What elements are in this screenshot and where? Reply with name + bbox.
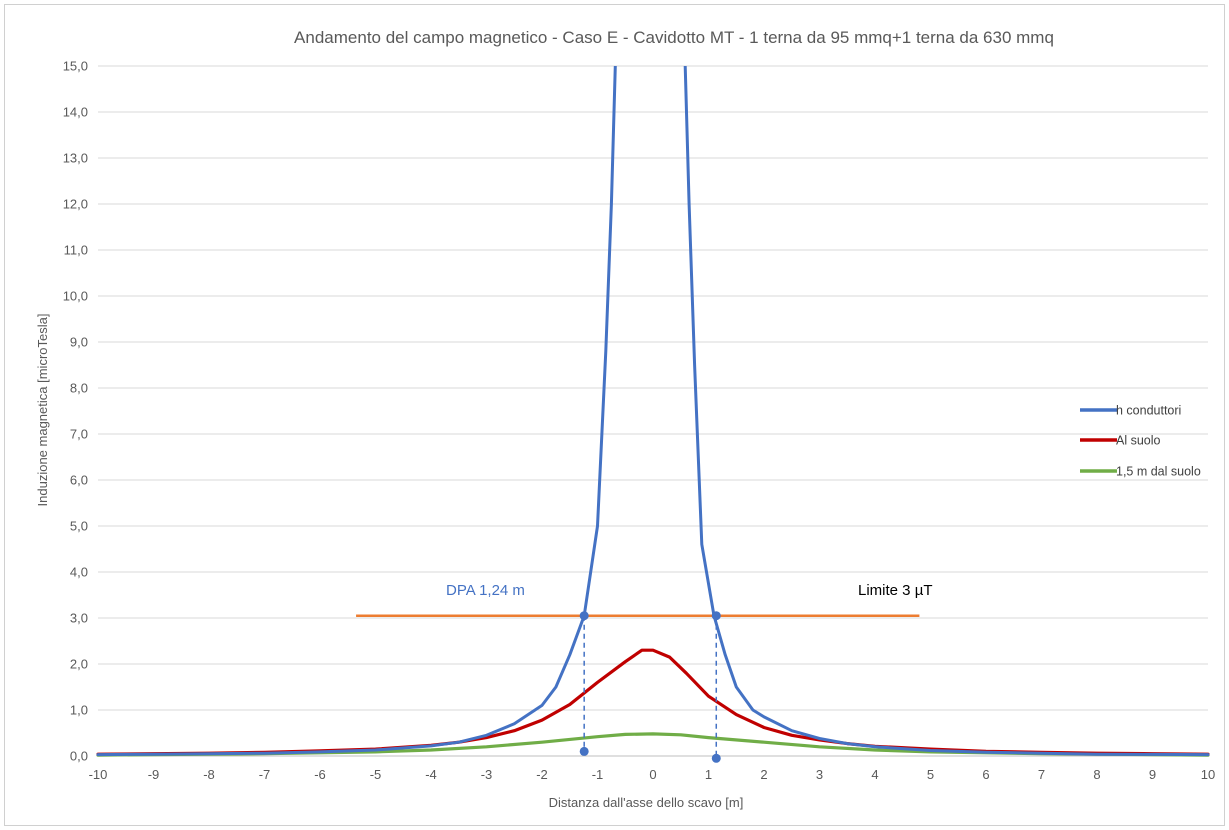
x-tick-label: -4: [425, 767, 437, 782]
limit-annotation: Limite 3 µT: [858, 582, 933, 599]
x-tick-label: 1: [705, 767, 712, 782]
x-tick-label: 10: [1201, 767, 1215, 782]
x-tick-label: 8: [1093, 767, 1100, 782]
y-tick-label: 6,0: [70, 473, 88, 488]
y-tick-label: 11,0: [64, 243, 88, 258]
series-line-1: [96, 648, 1210, 756]
x-tick-label: 2: [760, 767, 767, 782]
y-tick-label: 1,0: [70, 703, 88, 718]
x-tick-label: 5: [927, 767, 934, 782]
series-group: [96, 66, 1210, 757]
y-tick-label: 10,0: [63, 289, 88, 304]
y-tick-label: 4,0: [70, 565, 88, 580]
dpa-annotation: DPA 1,24 m: [446, 582, 525, 599]
x-tick-label: -3: [481, 767, 493, 782]
dpa-intersection-point: [711, 611, 721, 621]
y-tick-label: 2,0: [70, 657, 88, 672]
x-tick-label: -9: [148, 767, 160, 782]
dpa-intersection-point: [579, 611, 589, 621]
dpa-markers: [579, 611, 721, 763]
x-axis-ticks: -10 -9 -8 -7 -6 -5 -4 -3 -2 -1 0 1 2 3 4 5 6 7 8 9 10: [89, 767, 1216, 782]
x-tick-label: 0: [649, 767, 656, 782]
y-tick-label: 13,0: [63, 151, 88, 166]
dpa-foot-point: [711, 753, 721, 763]
gridlines: [98, 65, 1208, 757]
series-line-0: [96, 66, 1210, 757]
legend: h conduttori Al suolo 1,5 m dal suolo: [1080, 404, 1201, 479]
y-tick-label: 8,0: [70, 381, 88, 396]
x-tick-label: 6: [982, 767, 989, 782]
y-tick-label: 3,0: [70, 611, 88, 626]
y-axis-ticks: 0,0 1,0 2,0 3,0 4,0 5,0 6,0 7,0 8,0 9,0 10,0 11,0 12…: [63, 59, 88, 764]
legend-label: 1,5 m dal suolo: [1116, 465, 1201, 479]
y-tick-label: 15,0: [63, 59, 88, 74]
chart-title: Andamento del campo magnetico - Caso E -…: [294, 28, 1054, 47]
y-tick-label: 7,0: [70, 427, 88, 442]
x-tick-label: -7: [259, 767, 271, 782]
dpa-foot-point: [579, 746, 589, 756]
x-tick-label: 4: [871, 767, 878, 782]
y-tick-label: 9,0: [70, 335, 88, 350]
y-tick-label: 5,0: [70, 519, 88, 534]
x-tick-label: 3: [816, 767, 823, 782]
y-tick-label: 14,0: [63, 105, 88, 120]
y-tick-label: 12,0: [63, 197, 88, 212]
legend-label: Al suolo: [1116, 434, 1161, 448]
x-tick-label: 7: [1038, 767, 1045, 782]
x-tick-label: 9: [1149, 767, 1156, 782]
x-tick-label: -8: [203, 767, 215, 782]
x-tick-label: -6: [314, 767, 326, 782]
y-tick-label: 0,0: [70, 749, 88, 764]
y-axis-label: Induzione magnetica [microTesla]: [35, 314, 50, 507]
x-tick-label: -2: [536, 767, 548, 782]
x-axis-label: Distanza dall'asse dello scavo [m]: [549, 795, 744, 810]
x-tick-label: -1: [592, 767, 604, 782]
legend-label: h conduttori: [1116, 404, 1181, 418]
x-tick-label: -5: [370, 767, 382, 782]
x-tick-label: -10: [89, 767, 108, 782]
